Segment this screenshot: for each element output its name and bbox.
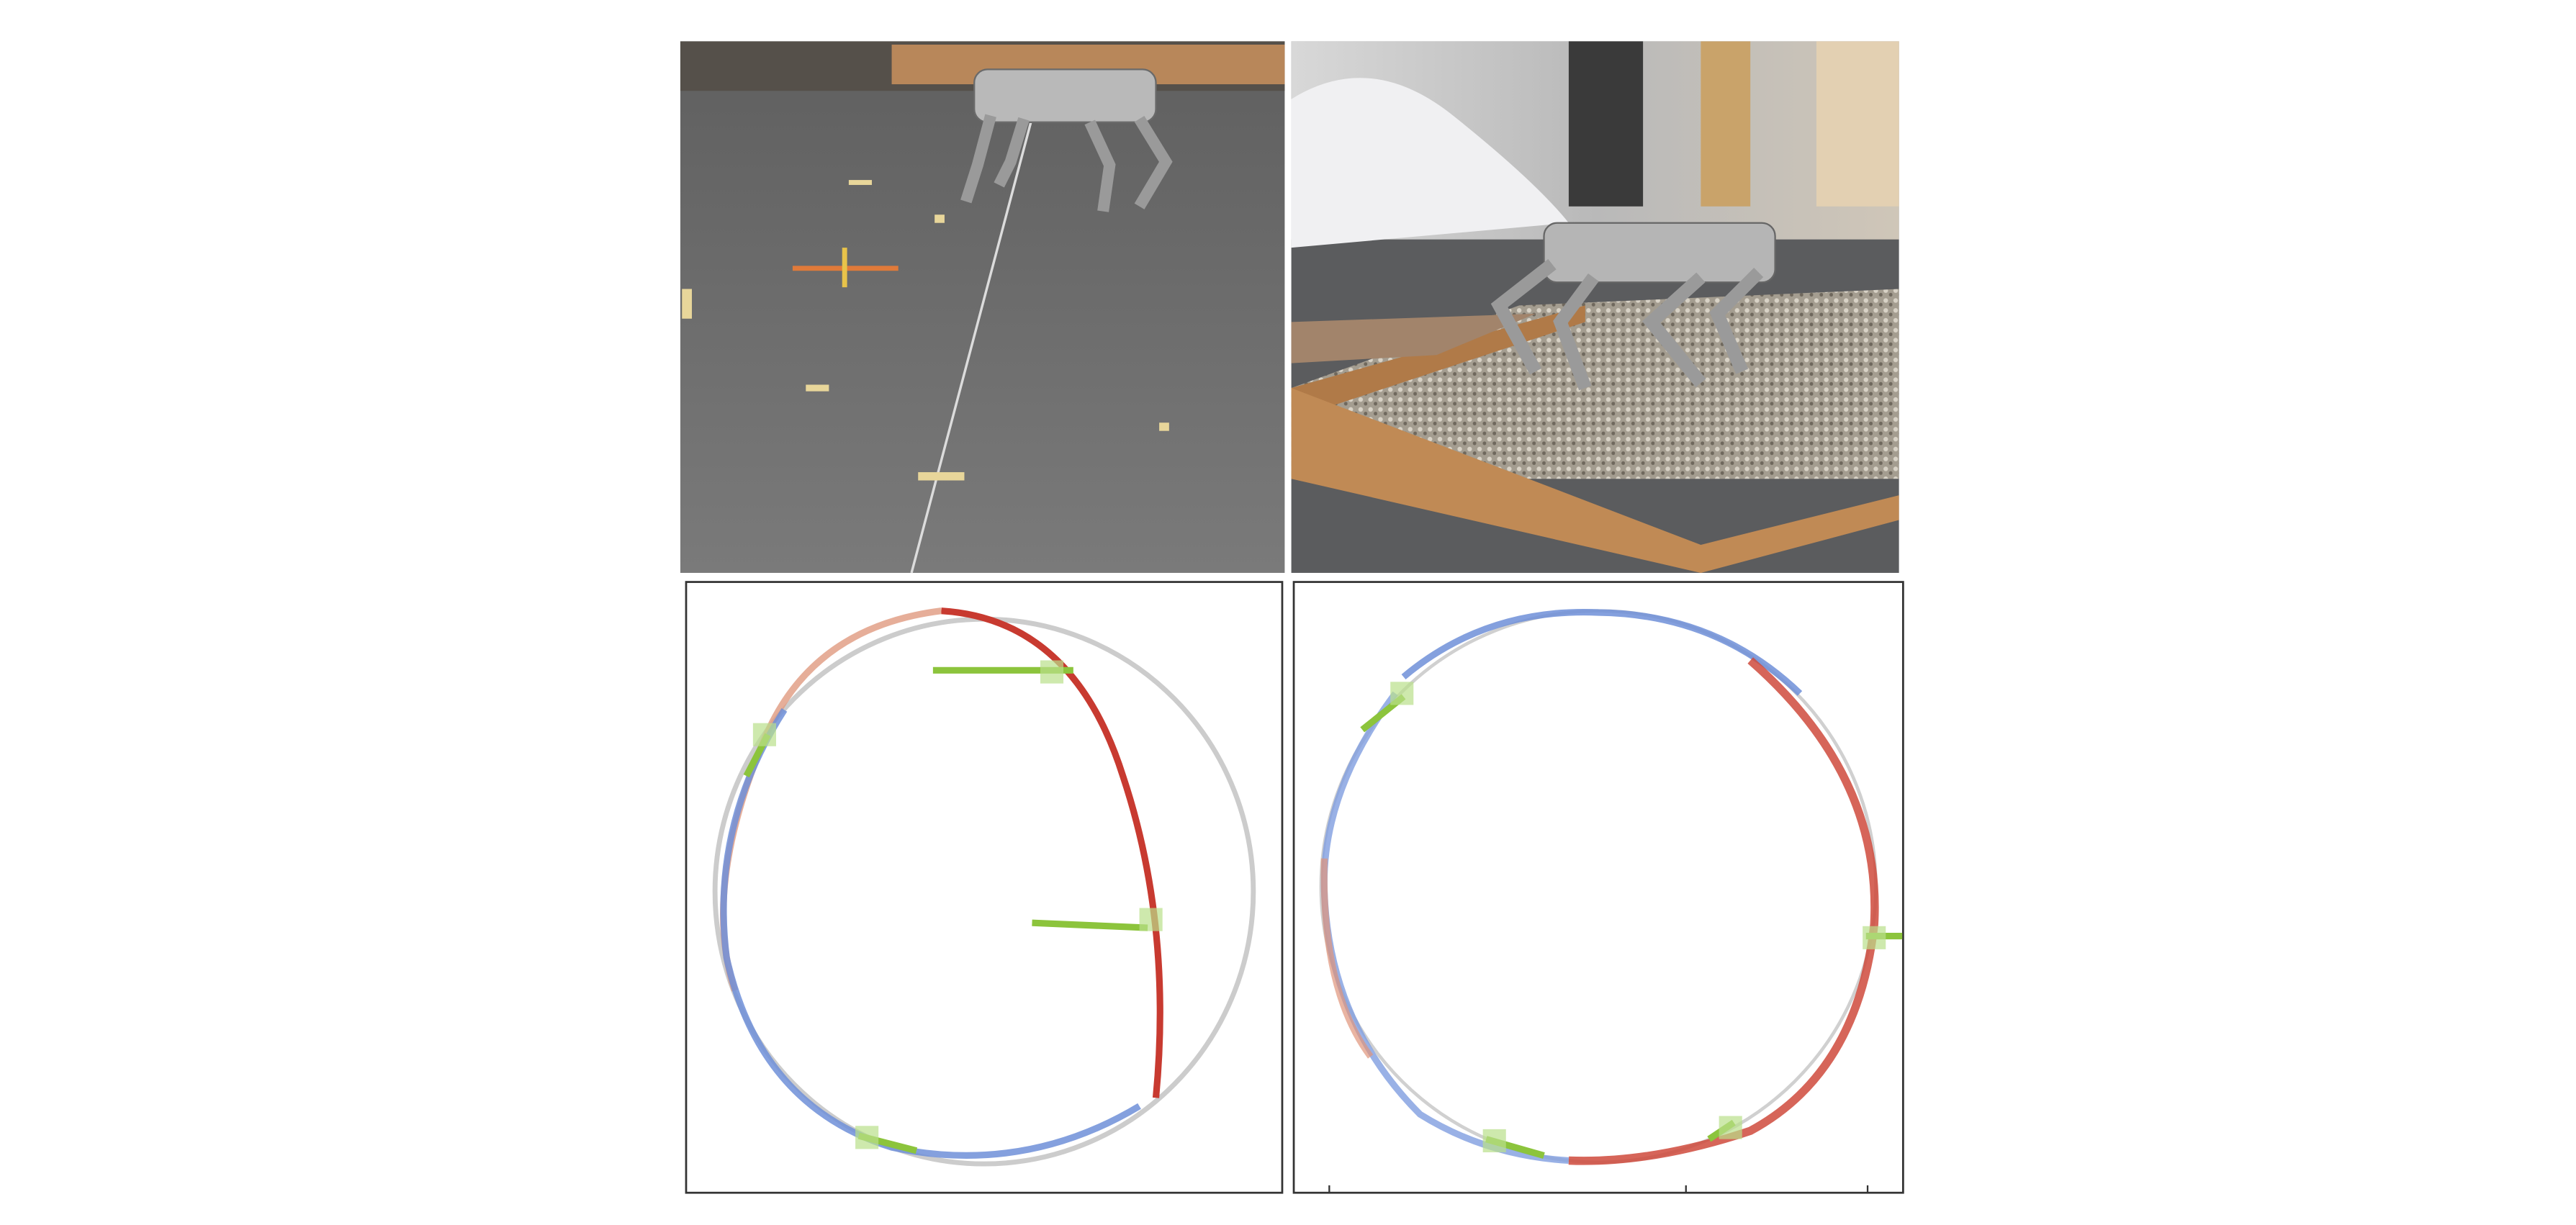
white-sheet	[1291, 78, 1569, 248]
trajectory-warm-left	[1320, 858, 1374, 1059]
trajectory-plot-right	[1292, 581, 1904, 1194]
waypoints	[1390, 682, 1886, 1153]
trajectory-blue	[720, 708, 1141, 1159]
frame-front	[1291, 388, 1899, 573]
plot-frame	[685, 581, 1284, 1194]
tether	[910, 99, 1039, 574]
pole	[1701, 41, 1751, 207]
plot-frame	[1292, 581, 1904, 1194]
dark-cloth	[1568, 41, 1644, 207]
robot-2	[1490, 222, 1776, 391]
axis-ticks	[1328, 1185, 1869, 1193]
robot-1	[960, 68, 1173, 212]
trajectory-red	[1568, 657, 1879, 1165]
mat	[1291, 313, 1536, 363]
photo-carpet	[680, 41, 1285, 574]
waypoints	[752, 660, 1163, 1149]
photo-gravel	[1291, 41, 1899, 573]
trajectory-red	[941, 607, 1163, 1098]
board	[1816, 41, 1899, 207]
trajectory-blue-top	[1401, 608, 1803, 696]
trajectory-plot-left	[685, 581, 1284, 1194]
tape-marks	[682, 180, 1169, 481]
trajectory-blue-left	[1320, 691, 1570, 1165]
